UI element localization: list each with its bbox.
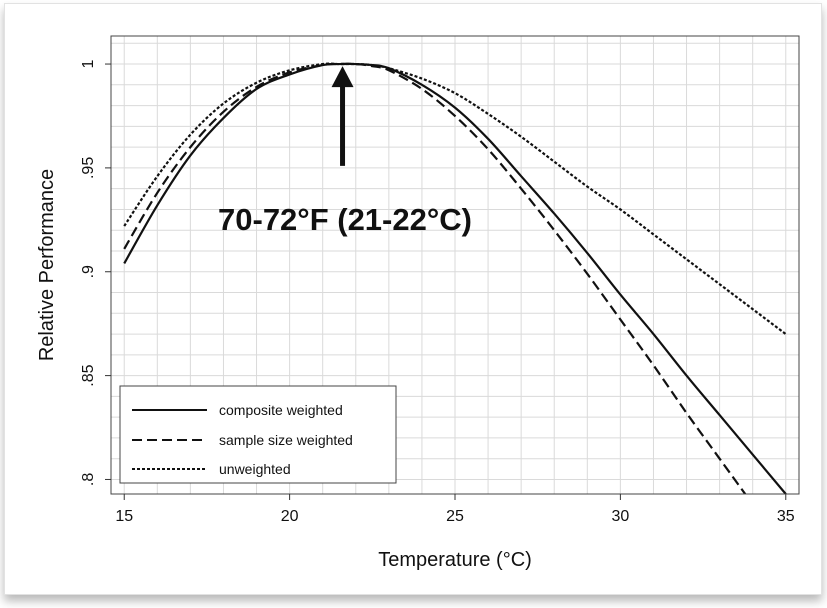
- legend-label: unweighted: [219, 461, 291, 477]
- y-tick-label: .95: [80, 157, 97, 179]
- x-tick-label: 35: [777, 508, 795, 525]
- x-axis-title: Temperature (°C): [378, 549, 532, 571]
- y-tick-label: .85: [80, 364, 97, 386]
- axis-ticks: 15 20 25 30 35 .8 .85 .9 .95 1: [80, 59, 795, 525]
- line-chart: 15 20 25 30 35 .8 .85 .9 .95 1 Temperature (°C) R…: [36, 35, 800, 571]
- series-line-unweighted: [123, 62, 787, 335]
- x-tick-label: 15: [115, 508, 133, 525]
- x-tick-label: 20: [281, 508, 299, 525]
- series-line-composite-weighted: [123, 62, 787, 494]
- figure-frame: 15 20 25 30 35 .8 .85 .9 .95 1 Temperature (°C) R…: [4, 3, 822, 595]
- series-group: [123, 62, 787, 494]
- legend-label: composite weighted: [219, 402, 343, 418]
- y-tick-label: 1: [80, 59, 97, 68]
- legend-label: sample size weighted: [219, 432, 353, 448]
- series-line-sample-size-weighted: [123, 62, 747, 494]
- y-tick-label: .9: [80, 265, 97, 278]
- legend: composite weighted sample size weighted un…: [119, 385, 397, 484]
- x-tick-label: 25: [446, 508, 464, 525]
- legend-box: [119, 385, 397, 484]
- grid: [111, 36, 799, 494]
- y-tick-label: .8: [80, 473, 97, 486]
- annotation-label: 70-72°F (21-22°C): [218, 202, 472, 237]
- y-axis-title: Relative Performance: [36, 169, 58, 361]
- annotation: 70-72°F (21-22°C): [218, 66, 472, 237]
- x-tick-label: 30: [611, 508, 629, 525]
- annotation-arrow-head: [331, 66, 354, 88]
